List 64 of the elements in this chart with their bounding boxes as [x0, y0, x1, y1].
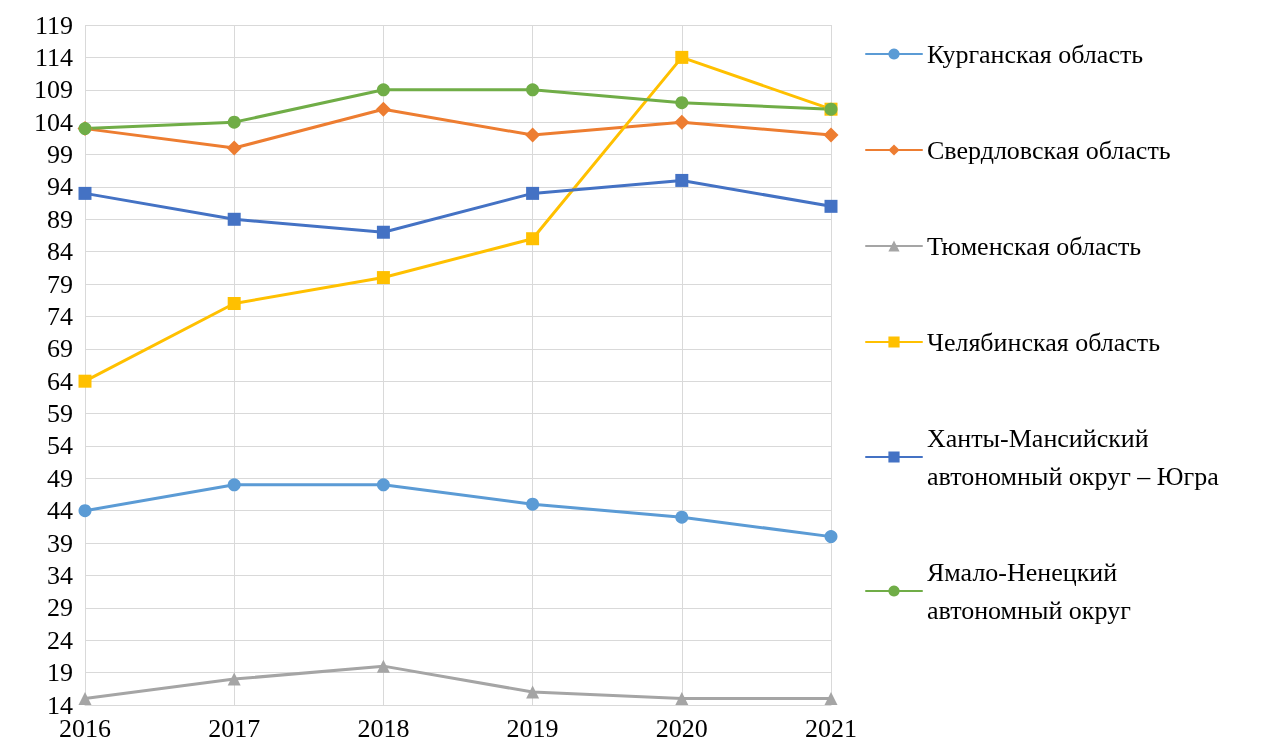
y-tick-label: 74 [47, 301, 73, 331]
y-tick-label: 39 [47, 528, 73, 558]
point [376, 83, 390, 97]
point [226, 140, 242, 156]
point [78, 186, 92, 200]
x-tick-label: 2020 [655, 713, 708, 743]
y-tick-label: 94 [47, 172, 73, 202]
y-tick-label: 89 [47, 204, 73, 234]
point [675, 96, 689, 110]
y-tick-label: 79 [47, 269, 73, 299]
point [526, 186, 540, 200]
y-tick-label: 19 [47, 658, 73, 688]
legend-label: Челябинская область [927, 327, 1161, 357]
y-tick-label: 59 [47, 399, 73, 429]
legend-label: Тюменская область [927, 231, 1142, 261]
y-tick-label: 44 [47, 496, 73, 526]
point [824, 199, 838, 213]
y-tick-label: 69 [47, 334, 73, 364]
x-tick-label: 2018 [357, 713, 410, 743]
point [525, 127, 541, 143]
legend-label: Курганская область [927, 39, 1144, 69]
point [227, 672, 241, 686]
y-tick-label: 114 [34, 42, 73, 72]
point [376, 225, 390, 239]
y-tick-label: 24 [47, 625, 73, 655]
point [376, 271, 390, 285]
point [675, 510, 689, 524]
legend-label: Свердловская область [927, 135, 1171, 165]
point [227, 296, 241, 310]
point [376, 659, 390, 673]
point [675, 50, 689, 64]
point [526, 232, 540, 246]
point [78, 504, 92, 518]
legend-label: Ямало-Ненецкий автономный округ [927, 557, 1131, 625]
point [526, 685, 540, 699]
x-tick-label: 2017 [208, 713, 261, 743]
point [227, 478, 241, 492]
point [78, 692, 92, 706]
point [823, 127, 839, 143]
y-tick-label: 49 [47, 463, 73, 493]
point [227, 212, 241, 226]
legend-label: Ханты-Мансийский автономный округ – Югра [927, 423, 1220, 491]
y-tick-label: 29 [47, 593, 73, 623]
point [375, 101, 391, 117]
point [227, 115, 241, 129]
y-tick-label: 119 [34, 10, 73, 40]
point [824, 692, 838, 706]
x-tick-label: 2019 [506, 713, 559, 743]
y-tick-label: 109 [34, 75, 73, 105]
y-tick-label: 34 [47, 560, 73, 590]
point [675, 692, 689, 706]
y-tick-label: 84 [47, 237, 73, 267]
y-tick-label: 99 [47, 140, 73, 170]
point [824, 530, 838, 544]
y-tick-label: 64 [47, 366, 73, 396]
y-tick-label: 104 [34, 107, 73, 137]
point [376, 478, 390, 492]
point [526, 83, 540, 97]
y-tick-label: 54 [47, 431, 73, 461]
point [78, 374, 92, 388]
x-tick-label: 2021 [805, 713, 857, 743]
point [526, 497, 540, 511]
point [674, 114, 690, 130]
point [675, 173, 689, 187]
